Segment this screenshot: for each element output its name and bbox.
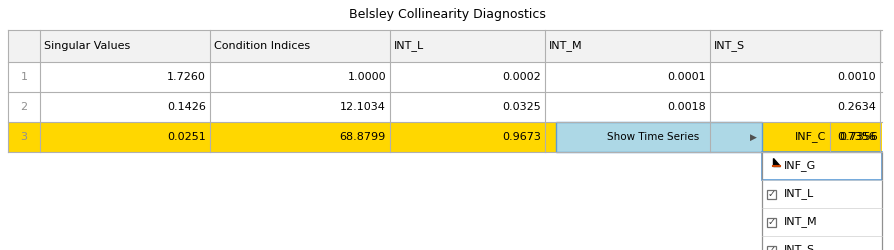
Text: 2: 2 [21,102,28,112]
Text: 1.0000: 1.0000 [347,72,385,82]
Bar [766,218,775,226]
Text: 0.0325: 0.0325 [502,102,540,112]
Text: ✓: ✓ [766,245,775,250]
Text: INF_G: INF_G [783,160,815,172]
Text: 0.7356: 0.7356 [836,132,875,142]
Text: 0.0002: 0.0002 [502,72,540,82]
Text: 0.0001: 0.0001 [667,72,705,82]
Text: 0.1426: 0.1426 [167,102,206,112]
Text: INT_M: INT_M [783,216,817,228]
Text: 0.0018: 0.0018 [667,102,705,112]
Bar [8,92,881,122]
Text: 0.7356: 0.7356 [839,132,877,142]
Text: 1: 1 [21,72,28,82]
Text: 12.1034: 12.1034 [340,102,385,112]
Text: ✓: ✓ [766,189,775,199]
Text: INT_S: INT_S [713,40,745,52]
Bar [8,62,881,92]
Text: Condition Indices: Condition Indices [214,41,310,51]
Bar [555,122,761,152]
Text: INF_C: INF_C [794,132,825,142]
Text: 0.9673: 0.9673 [502,132,540,142]
Text: INT_L: INT_L [783,188,814,200]
Bar [766,246,775,250]
Bar [766,190,775,198]
Text: 3: 3 [21,132,28,142]
Bar [761,152,881,250]
Text: INT_L: INT_L [393,40,424,52]
Text: 0.0251: 0.0251 [167,132,206,142]
Text: INT_M: INT_M [548,40,582,52]
Text: INT_S: INT_S [783,244,814,250]
Text: 0.2634: 0.2634 [836,102,875,112]
Text: ▶: ▶ [748,132,755,141]
Polygon shape [772,158,780,166]
Text: 1.7260: 1.7260 [167,72,206,82]
Bar [8,30,881,62]
Text: ✓: ✓ [766,217,775,227]
Text: 0.0010: 0.0010 [837,72,875,82]
Bar [555,122,761,152]
Bar [761,152,881,180]
Text: Belsley Collinearity Diagnostics: Belsley Collinearity Diagnostics [349,8,545,21]
Text: Singular Values: Singular Values [44,41,131,51]
Text: Show Time Series: Show Time Series [606,132,698,142]
Bar [761,152,881,250]
Text: 68.8799: 68.8799 [340,132,385,142]
Bar [8,122,881,152]
